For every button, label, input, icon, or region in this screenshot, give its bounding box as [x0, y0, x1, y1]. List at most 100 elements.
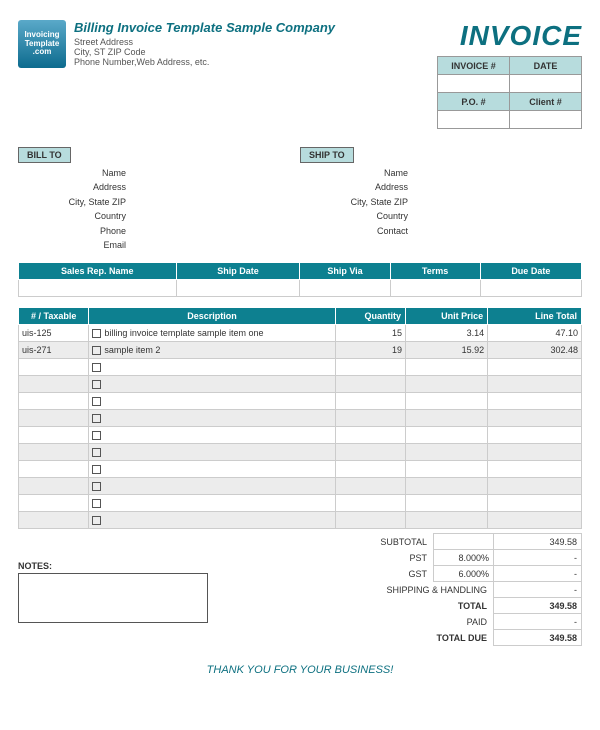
totals-table: SUBTOTAL349.58 PST8.000%- GST6.000%- SHI… [274, 533, 583, 646]
meta-date[interactable] [510, 75, 582, 93]
item-id-cell: uis-125 [19, 325, 89, 342]
subtotal-label: SUBTOTAL [274, 534, 434, 550]
item-desc-cell [89, 461, 335, 478]
ship-to-block: SHIP TO NameAddressCity, State ZIPCountr… [300, 147, 582, 252]
due-value: 349.58 [494, 630, 582, 646]
taxable-checkbox[interactable] [92, 448, 101, 457]
item-qty-cell [335, 376, 405, 393]
table-row [19, 427, 582, 444]
meta-po-label: P.O. # [438, 93, 510, 111]
paid-value: - [494, 614, 582, 630]
meta-client-label: Client # [510, 93, 582, 111]
item-price-cell [406, 410, 488, 427]
item-total-cell [488, 393, 582, 410]
ship-field: Name [300, 166, 420, 180]
item-qty-cell [335, 444, 405, 461]
taxable-checkbox[interactable] [92, 516, 101, 525]
item-price-cell [406, 478, 488, 495]
item-qty-cell: 15 [335, 325, 405, 342]
company-title: Billing Invoice Template Sample Company [74, 20, 335, 35]
item-id-cell [19, 376, 89, 393]
taxable-checkbox[interactable] [92, 482, 101, 491]
bill-field: Phone [18, 224, 138, 238]
item-price-cell [406, 512, 488, 529]
item-qty-cell [335, 427, 405, 444]
shipping-label: SHIPPING & HANDLING [274, 582, 494, 598]
gst-value: - [494, 566, 582, 582]
bill-field: City, State ZIP [18, 195, 138, 209]
table-row: uis-125billing invoice template sample i… [19, 325, 582, 342]
company-info: Billing Invoice Template Sample Company … [74, 20, 335, 68]
ship-col-header: Ship Date [176, 263, 300, 280]
table-row [19, 376, 582, 393]
item-qty-cell [335, 359, 405, 376]
item-id-cell: uis-271 [19, 342, 89, 359]
table-row: uis-271sample item 21915.92302.48 [19, 342, 582, 359]
ship-to-heading: SHIP TO [300, 147, 354, 163]
item-desc-cell [89, 427, 335, 444]
item-desc-cell [89, 393, 335, 410]
notes-label: NOTES: [18, 561, 274, 571]
item-id-cell [19, 495, 89, 512]
taxable-checkbox[interactable] [92, 499, 101, 508]
meta-invoice-num[interactable] [438, 75, 510, 93]
ship-col-header: Due Date [480, 263, 581, 280]
ship-col-header: Terms [390, 263, 480, 280]
item-qty-cell [335, 393, 405, 410]
ship-col-header: Sales Rep. Name [19, 263, 177, 280]
taxable-checkbox[interactable] [92, 465, 101, 474]
table-row [19, 461, 582, 478]
due-label: TOTAL DUE [274, 630, 494, 646]
item-total-cell [488, 410, 582, 427]
meta-table: INVOICE # DATE P.O. # Client # [437, 56, 582, 129]
item-price-cell [406, 376, 488, 393]
item-total-cell [488, 376, 582, 393]
meta-po[interactable] [438, 111, 510, 129]
ship-field: Address [300, 180, 420, 194]
item-price-cell [406, 444, 488, 461]
bill-to-block: BILL TO NameAddressCity, State ZIPCountr… [18, 147, 300, 252]
table-row [19, 410, 582, 427]
ship-col-header: Ship Via [300, 263, 390, 280]
bill-field: Email [18, 238, 138, 252]
logo-line3: .com [33, 48, 52, 57]
item-desc-cell [89, 444, 335, 461]
item-price-cell [406, 359, 488, 376]
notes-box[interactable] [18, 573, 208, 623]
paid-label: PAID [274, 614, 494, 630]
invoice-heading: INVOICE [437, 20, 582, 52]
item-qty-cell [335, 478, 405, 495]
table-row [19, 512, 582, 529]
bill-field: Name [18, 166, 138, 180]
item-col-header: Quantity [335, 308, 405, 325]
item-total-cell [488, 444, 582, 461]
ship-info-table: Sales Rep. NameShip DateShip ViaTermsDue… [18, 262, 582, 297]
subtotal-value: 349.58 [494, 534, 582, 550]
taxable-checkbox[interactable] [92, 414, 101, 423]
item-col-header: Description [89, 308, 335, 325]
taxable-checkbox[interactable] [92, 380, 101, 389]
table-row [19, 495, 582, 512]
taxable-checkbox[interactable] [92, 397, 101, 406]
item-total-cell: 302.48 [488, 342, 582, 359]
item-price-cell: 15.92 [406, 342, 488, 359]
item-id-cell [19, 410, 89, 427]
gst-pct: 6.000% [434, 566, 494, 582]
taxable-checkbox[interactable] [92, 329, 101, 338]
taxable-checkbox[interactable] [92, 346, 101, 355]
taxable-checkbox[interactable] [92, 363, 101, 372]
item-qty-cell [335, 410, 405, 427]
meta-date-label: DATE [510, 57, 582, 75]
bill-field: Address [18, 180, 138, 194]
item-id-cell [19, 512, 89, 529]
taxable-checkbox[interactable] [92, 431, 101, 440]
item-total-cell [488, 359, 582, 376]
item-total-cell [488, 427, 582, 444]
item-price-cell [406, 393, 488, 410]
ship-field: Contact [300, 224, 420, 238]
item-qty-cell [335, 461, 405, 478]
meta-client[interactable] [510, 111, 582, 129]
items-table: # / TaxableDescriptionQuantityUnit Price… [18, 307, 582, 529]
item-total-cell [488, 512, 582, 529]
item-desc-cell [89, 410, 335, 427]
